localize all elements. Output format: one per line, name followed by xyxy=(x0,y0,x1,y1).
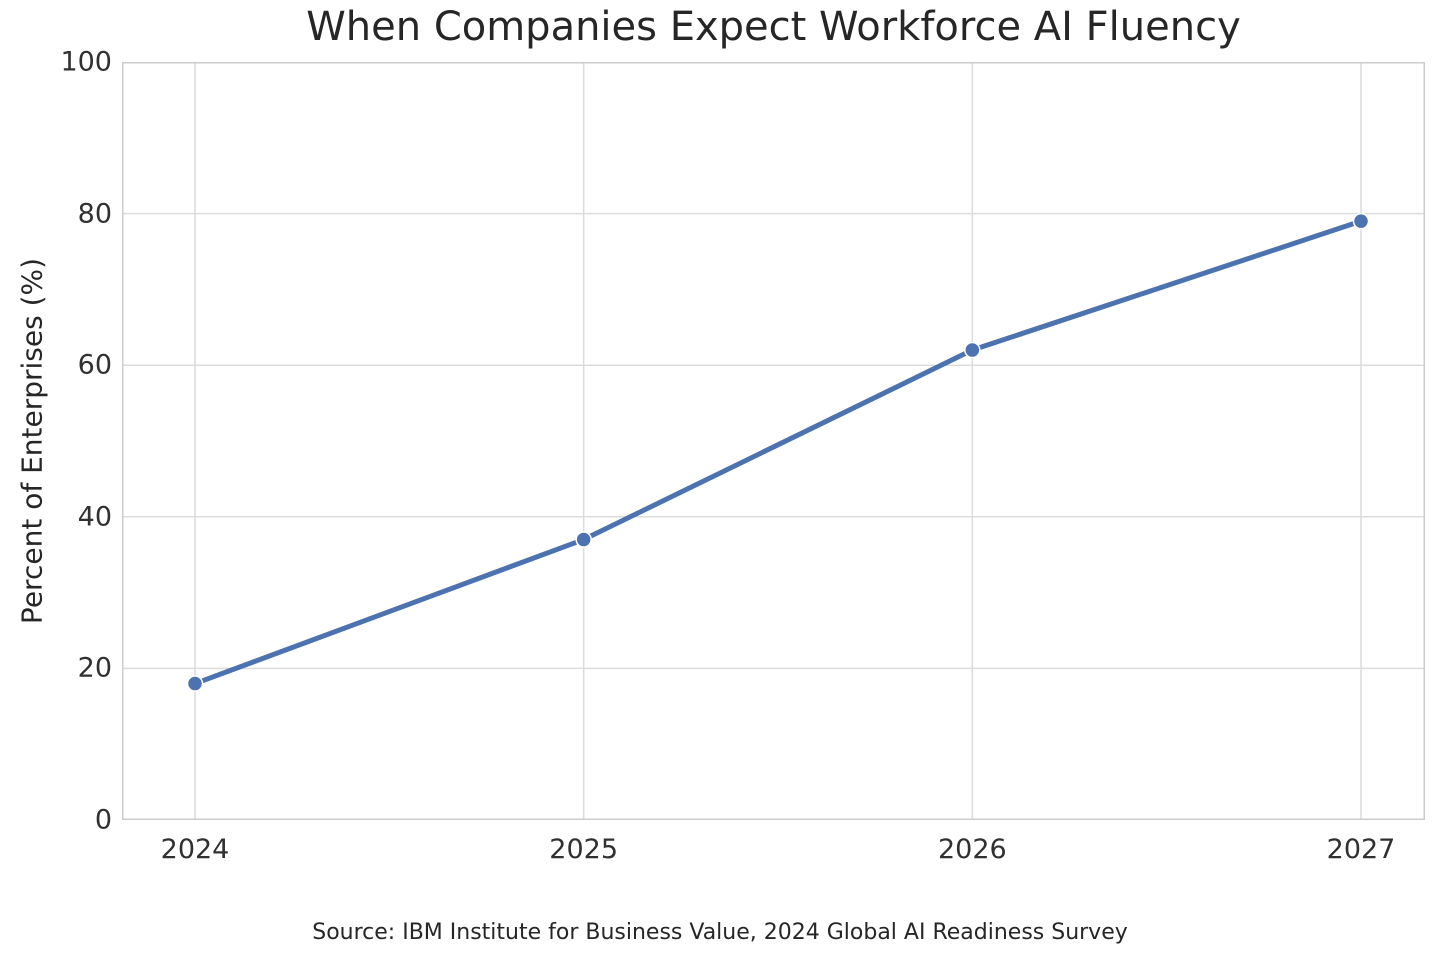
y-tick-label: 0 xyxy=(94,804,112,836)
plot-frame xyxy=(122,62,1425,820)
source-note: Source: IBM Institute for Business Value… xyxy=(312,920,1128,945)
y-tick-label: 80 xyxy=(77,198,112,230)
x-tick-label: 2025 xyxy=(549,834,619,865)
data-point xyxy=(186,675,204,692)
data-point xyxy=(1352,212,1370,230)
y-tick-label: 40 xyxy=(77,501,112,533)
y-tick-label: 100 xyxy=(60,46,112,78)
data-line xyxy=(192,218,1364,687)
data-point xyxy=(575,531,592,548)
x-tick-label: 2024 xyxy=(160,834,230,865)
x-tick-label: 2026 xyxy=(937,834,1007,865)
data-point xyxy=(964,341,981,359)
line-plot-canvas xyxy=(122,62,1425,820)
x-tick-label: 2027 xyxy=(1326,834,1396,865)
y-tick-label: 60 xyxy=(77,349,112,381)
y-axis-label: Percent of Enterprises (%) xyxy=(15,257,49,625)
y-tick-label: 20 xyxy=(77,652,112,684)
chart-title: When Companies Expect Workforce AI Fluen… xyxy=(306,4,1241,50)
